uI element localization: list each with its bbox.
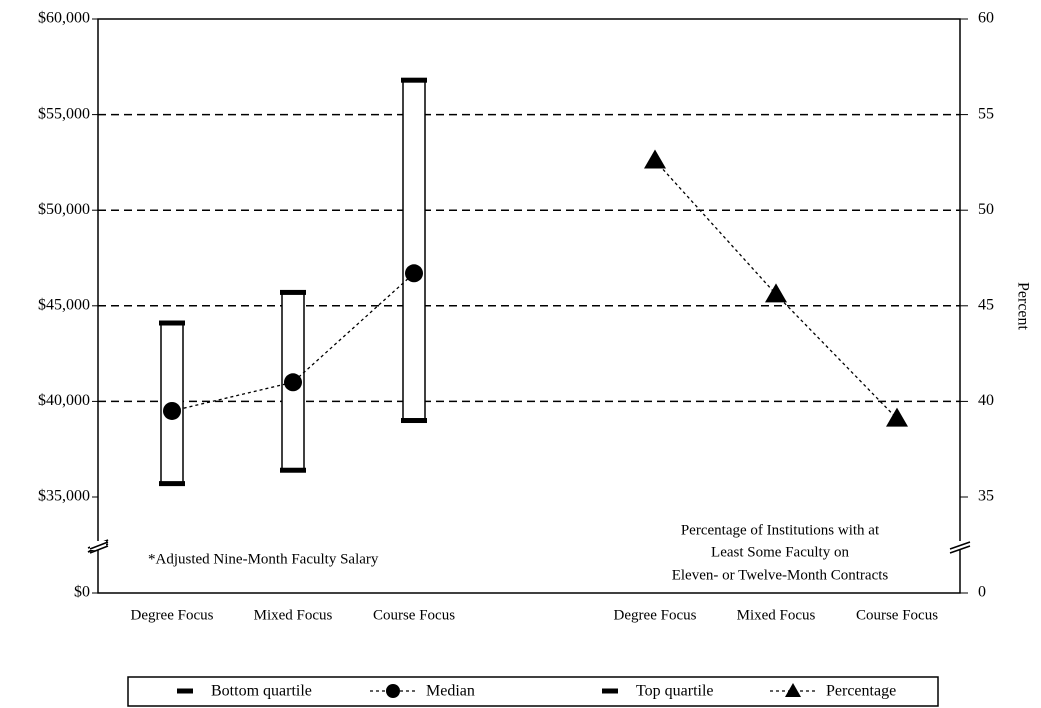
x-tick-label: Mixed Focus (254, 607, 333, 623)
y-tick-label: $60,000 (38, 10, 90, 27)
y-tick-label: $40,000 (38, 392, 90, 409)
annotation: *Adjusted Nine-Month Faculty Salary (148, 551, 379, 567)
range-box (402, 79, 426, 422)
y2-tick-label: 0 (978, 584, 986, 601)
x-tick-label: Course Focus (373, 607, 455, 623)
data-point (159, 481, 185, 487)
annotation: Least Some Faculty on (711, 544, 849, 560)
annotation: Percentage of Institutions with at (681, 522, 880, 538)
x-tick-label: Mixed Focus (737, 607, 816, 623)
y2-axis-label: Percent (1014, 282, 1031, 331)
axis-break-lines (949, 541, 971, 554)
x-tick-label: Degree Focus (614, 607, 697, 623)
data-point (401, 77, 427, 83)
y2-tick-label: 40 (978, 392, 994, 409)
legend-label: Median (426, 683, 475, 700)
data-point (284, 373, 302, 392)
y2-tick-label: 60 (978, 10, 994, 27)
data-point (280, 289, 306, 295)
data-point (163, 401, 181, 420)
y-tick-label: $0 (74, 584, 90, 601)
y-tick-label: $45,000 (38, 296, 90, 313)
legend-swatch (785, 683, 801, 697)
legend-swatch (386, 684, 400, 698)
x-tick-label: Degree Focus (131, 607, 214, 623)
legend-swatch (177, 688, 193, 694)
legend-label: Top quartile (636, 683, 714, 700)
x-tick-label: Course Focus (856, 607, 938, 623)
data-point (405, 264, 423, 283)
annotation: Eleven- or Twelve-Month Contracts (672, 567, 889, 583)
legend-label: Percentage (826, 683, 896, 700)
data-point (401, 418, 427, 424)
data-point (280, 467, 306, 473)
y2-tick-label: 45 (978, 296, 994, 313)
y-tick-label: $50,000 (38, 201, 90, 218)
data-point (159, 320, 185, 326)
data-point (765, 283, 787, 303)
y-tick-label: $35,000 (38, 488, 90, 505)
axis-break-lines (89, 541, 109, 554)
legend-swatch (602, 688, 618, 694)
data-point (644, 149, 666, 169)
data-point (886, 407, 908, 427)
y2-tick-label: 35 (978, 488, 994, 505)
y2-tick-label: 50 (978, 201, 994, 218)
y-tick-label: $55,000 (38, 105, 90, 122)
legend-label: Bottom quartile (211, 683, 312, 700)
y2-tick-label: 55 (978, 105, 994, 122)
